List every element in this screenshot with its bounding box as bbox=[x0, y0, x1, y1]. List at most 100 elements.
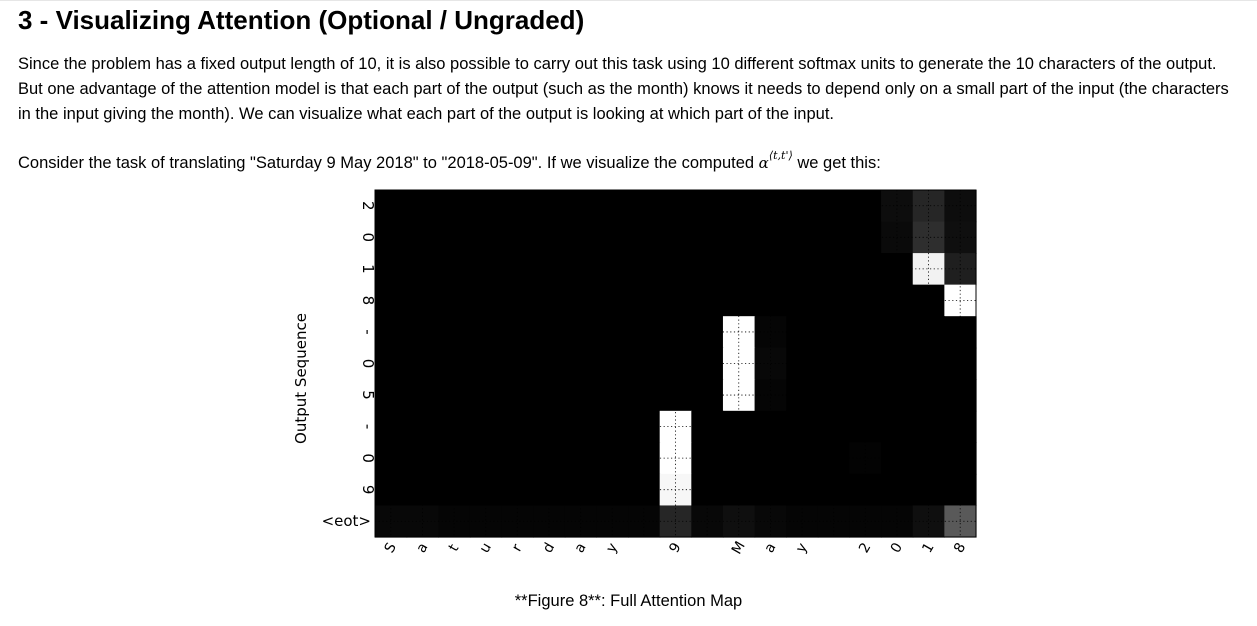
heatmap-cell bbox=[691, 473, 724, 507]
heatmap-cell bbox=[912, 221, 945, 254]
heatmap-cell bbox=[564, 505, 598, 538]
consider-text-after: we get this: bbox=[792, 154, 881, 172]
heatmap-cell bbox=[881, 379, 914, 412]
heatmap-cell bbox=[628, 379, 661, 412]
y-tick-label: 0 bbox=[359, 233, 377, 243]
figure-caption: **Figure 8**: Full Attention Map bbox=[514, 592, 743, 610]
heatmap-cell bbox=[786, 284, 819, 317]
heatmap-cell bbox=[596, 410, 629, 443]
heatmap-cell bbox=[786, 190, 819, 223]
heatmap-cell bbox=[881, 505, 914, 538]
heatmap-cell bbox=[406, 442, 439, 475]
heatmap-cell bbox=[533, 253, 566, 286]
heatmap-cell bbox=[849, 221, 882, 254]
x-tick-label: 2 bbox=[856, 540, 874, 556]
heatmap-cell bbox=[912, 473, 945, 507]
x-tick-label: a bbox=[761, 540, 779, 555]
heatmap-cell bbox=[912, 379, 945, 412]
heatmap-cell bbox=[469, 379, 503, 412]
alpha-superscript: ⟨t,t'⟩ bbox=[768, 149, 793, 162]
heatmap-cell bbox=[659, 284, 692, 317]
heatmap-cell bbox=[469, 505, 503, 538]
consider-paragraph: Consider the task of translating "Saturd… bbox=[18, 146, 1243, 176]
heatmap-cell bbox=[944, 410, 977, 443]
y-tick-labels: 2 0 1 8 - 0 5 - 0 9 <eot> bbox=[322, 201, 377, 530]
heatmap-cell bbox=[691, 442, 724, 475]
heatmap-cell bbox=[406, 505, 439, 538]
heatmap-cell bbox=[533, 442, 566, 475]
heatmap-cell bbox=[881, 347, 914, 380]
heatmap-cell bbox=[754, 284, 787, 317]
x-tick-label: 0 bbox=[888, 540, 906, 556]
heatmap-cell bbox=[691, 253, 724, 286]
heatmap-cell bbox=[659, 190, 692, 223]
heatmap-cell bbox=[754, 410, 787, 443]
heatmap-cell bbox=[628, 221, 661, 254]
heatmap-cell bbox=[912, 316, 945, 349]
heatmap-cell bbox=[722, 379, 756, 412]
heatmap-cell bbox=[501, 190, 534, 223]
heatmap-cell bbox=[438, 284, 471, 317]
heatmap-cell bbox=[691, 505, 724, 538]
heatmap-grid bbox=[375, 190, 976, 537]
heatmap-cell bbox=[406, 473, 439, 507]
heatmap-cell bbox=[849, 347, 882, 380]
heatmap-cell bbox=[754, 190, 787, 223]
heatmap-cell bbox=[564, 379, 598, 412]
heatmap-cell bbox=[754, 379, 787, 412]
heatmap-cell bbox=[501, 284, 534, 317]
heatmap-cell bbox=[849, 410, 882, 443]
heatmap-cell bbox=[754, 442, 787, 475]
heatmap-cell bbox=[375, 347, 408, 380]
heatmap-cell bbox=[438, 505, 471, 538]
heatmap-cell bbox=[596, 473, 629, 507]
x-tick-label: 9 bbox=[666, 540, 684, 556]
heatmap-cell bbox=[469, 410, 503, 443]
heatmap-cell bbox=[375, 442, 408, 475]
heatmap-cell bbox=[722, 316, 756, 349]
heatmap-cell bbox=[912, 442, 945, 475]
y-tick-label: - bbox=[359, 424, 377, 429]
heatmap-cell bbox=[691, 316, 724, 349]
heatmap-cell bbox=[691, 379, 724, 412]
heatmap-cell bbox=[438, 442, 471, 475]
heatmap-cell bbox=[722, 347, 756, 380]
heatmap-cell bbox=[849, 284, 882, 317]
heatmap-cell bbox=[406, 347, 439, 380]
heatmap-cell bbox=[596, 379, 629, 412]
y-tick-label: 8 bbox=[359, 296, 377, 306]
heatmap-cell bbox=[849, 316, 882, 349]
heatmap-cell bbox=[817, 473, 851, 507]
y-tick-label: 0 bbox=[359, 453, 377, 463]
heatmap-cell bbox=[786, 253, 819, 286]
heatmap-cell bbox=[438, 410, 471, 443]
heatmap-cell bbox=[849, 379, 882, 412]
x-tick-label: a bbox=[572, 540, 590, 555]
heatmap-cell bbox=[406, 284, 439, 317]
heatmap-cell bbox=[912, 284, 945, 317]
heatmap-cell bbox=[754, 505, 787, 538]
x-tick-label: u bbox=[477, 540, 495, 556]
heatmap-cell bbox=[533, 379, 566, 412]
heatmap-cell bbox=[564, 410, 598, 443]
heatmap-cell bbox=[375, 221, 408, 254]
heatmap-cell bbox=[912, 347, 945, 380]
heatmap-cell bbox=[659, 379, 692, 412]
heatmap-cell bbox=[754, 221, 787, 254]
heatmap-cell bbox=[375, 379, 408, 412]
heatmap-cell bbox=[469, 316, 503, 349]
heatmap-cell bbox=[817, 316, 851, 349]
heatmap-cell bbox=[469, 284, 503, 317]
heatmap-cell bbox=[786, 379, 819, 412]
heatmap-cell bbox=[754, 253, 787, 286]
heatmap-cell bbox=[849, 505, 882, 538]
heatmap-cell bbox=[438, 473, 471, 507]
y-tick-label: 2 bbox=[359, 201, 377, 211]
heatmap-cell bbox=[501, 316, 534, 349]
heatmap-cell bbox=[501, 221, 534, 254]
heatmap-cell bbox=[628, 473, 661, 507]
heatmap-cell bbox=[849, 473, 882, 507]
heatmap-cell bbox=[628, 442, 661, 475]
heatmap-cell bbox=[469, 473, 503, 507]
